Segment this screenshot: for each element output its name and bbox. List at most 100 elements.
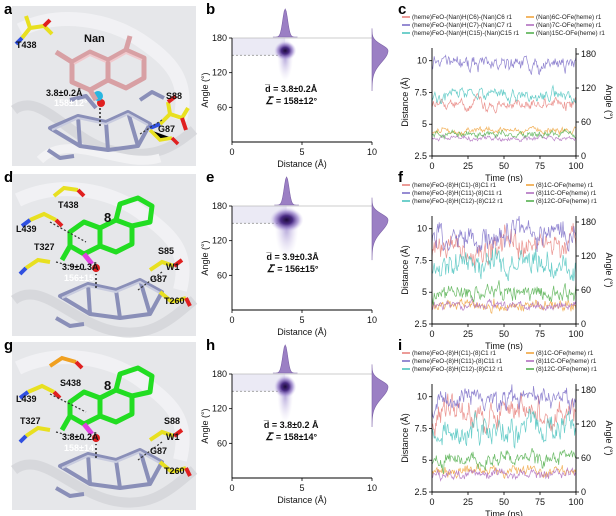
x-tick-label: 0 xyxy=(229,315,234,325)
nan-ligand xyxy=(54,35,147,102)
y2-tick-label: 60 xyxy=(581,117,591,127)
residue-label-t438: T438 xyxy=(16,40,37,50)
y-tick-label: 120 xyxy=(212,236,227,246)
y-axis-label: Angle (°) xyxy=(200,72,210,107)
residue-label-l439-d: L439 xyxy=(16,224,37,234)
x-tick-label: 50 xyxy=(499,329,509,339)
y2-tick-label: 0 xyxy=(581,151,586,161)
distance-annotation-g: 3.8±0.2Å xyxy=(62,432,99,442)
residue-label-w1-d: W1 xyxy=(166,262,180,272)
panel-letter-e: e xyxy=(206,169,214,186)
y-tick-label: 5 xyxy=(422,119,427,129)
residue-label-w1-g: W1 xyxy=(166,432,180,442)
x-tick-label: 5 xyxy=(299,483,304,493)
y2-axis-label: Angle (°) xyxy=(604,252,614,287)
y2-tick-label: 120 xyxy=(581,83,596,93)
x-axis-label: Time (ns) xyxy=(485,341,523,351)
legend-entry: (heme)FeO-(8)H(C12)-(8)C12 r1 xyxy=(412,198,503,205)
y-tick-label: 5 xyxy=(422,455,427,465)
mean-distance-text: d̅ = 3.8±0.2Å xyxy=(265,84,318,94)
ligand-label-nan: Nan xyxy=(84,33,105,45)
y2-tick-label: 120 xyxy=(581,419,596,429)
density-core xyxy=(269,207,304,232)
x-tick-label: 100 xyxy=(568,497,583,507)
x-tick-label: 50 xyxy=(499,161,509,171)
panel-letter-f: f xyxy=(398,169,404,186)
x-axis-label: Distance (Å) xyxy=(277,327,327,337)
y2-tick-label: 120 xyxy=(581,251,596,261)
y-tick-label: 10 xyxy=(417,224,427,234)
panel-letter-d: d xyxy=(4,169,13,186)
series-line xyxy=(431,84,577,105)
marginal-distance-hist xyxy=(274,176,299,206)
timeseries-panel-i: (heme)FeO-(8)H(C1)-(8)C1 r1 (8)1C-OFe(hem… xyxy=(400,350,614,516)
series-line xyxy=(431,463,577,479)
legend-entry: (heme)FeO-(8)H(C1)-(8)C1 r1 xyxy=(412,350,496,357)
x-tick-label: 50 xyxy=(499,497,509,507)
density-core xyxy=(274,41,297,61)
series-line xyxy=(431,448,577,474)
x-tick-label: 25 xyxy=(463,497,473,507)
y-tick-label: 7.5 xyxy=(414,87,427,97)
residue-label-g87-g: G87 xyxy=(150,446,167,456)
y-tick-label: 60 xyxy=(217,438,227,448)
timeseries-panel-f: (heme)FeO-(8)H(C1)-(8)C1 r1 (8)1C-OFe(hem… xyxy=(400,182,614,351)
x-tick-label: 0 xyxy=(429,161,434,171)
marginal-angle-hist xyxy=(371,28,389,92)
x-tick-label: 75 xyxy=(535,329,545,339)
y2-tick-label: 60 xyxy=(581,285,591,295)
x-tick-label: 0 xyxy=(229,147,234,157)
y-tick-label: 60 xyxy=(217,270,227,280)
marginal-angle-hist xyxy=(371,197,389,261)
angle-annotation: 158±12° xyxy=(54,98,88,108)
residue-label-t327-g: T327 xyxy=(20,416,41,426)
density-panel-h: 0 5 10 60 120 180 Distance (Å) Angle (°) d̅ = 3.… xyxy=(200,344,389,505)
y-axis-label: Distance (Å) xyxy=(400,245,410,295)
panel-letter-b: b xyxy=(206,1,215,18)
legend-entry: (8)11C-OFe(heme) r1 xyxy=(536,190,597,197)
mean-angle-text: ∠̅ = 158±14° xyxy=(265,432,317,442)
y2-tick-label: 180 xyxy=(581,385,596,395)
legend-entry: (8)1C-OFe(heme) r1 xyxy=(536,350,594,357)
y2-tick-label: 0 xyxy=(581,487,586,497)
legend-entry: (8)12C-OFe(heme) r1 xyxy=(536,198,597,205)
legend-entry: (heme)FeO-(8)H(C11)-(8)C11 r1 xyxy=(412,358,503,365)
x-tick-label: 5 xyxy=(299,315,304,325)
y-axis-label: Angle (°) xyxy=(200,240,210,275)
x-tick-label: 5 xyxy=(299,147,304,157)
y-tick-label: 2.5 xyxy=(414,151,427,161)
angle-annotation-g: 158±14° xyxy=(64,443,98,453)
panel-letter-i: i xyxy=(398,337,402,354)
panel-letter-c: c xyxy=(398,1,406,18)
series-line xyxy=(431,280,577,306)
residue-t438-sticks xyxy=(20,15,54,40)
y-axis-label: Distance (Å) xyxy=(400,77,410,127)
mean-angle-text: ∠̅ = 158±12° xyxy=(265,96,317,106)
angle-annotation-d: 156±15° xyxy=(64,273,98,283)
distance-annotation-d: 3.9±0.3Å xyxy=(62,262,99,272)
timeseries-panel-c: (heme)FeO-(Nan)H(C6)-(Nan)C6 r1 (Nan)6C-O… xyxy=(400,14,614,183)
marginal-distance-hist xyxy=(273,344,298,374)
y-tick-label: 180 xyxy=(212,33,227,43)
y-tick-label: 120 xyxy=(212,68,227,78)
x-tick-label: 10 xyxy=(367,147,377,157)
legend-entry: (heme)FeO-(8)H(C11)-(8)C11 r1 xyxy=(412,190,503,197)
oxygen-atom xyxy=(97,99,105,107)
ligand-label-8-g: 8 xyxy=(104,378,111,393)
x-tick-label: 100 xyxy=(568,161,583,171)
marginal-angle-hist xyxy=(371,364,389,428)
y-tick-label: 5 xyxy=(422,287,427,297)
series-line xyxy=(431,134,577,143)
x-axis-label: Distance (Å) xyxy=(277,495,327,505)
residue-label-g87-d: G87 xyxy=(150,274,167,284)
molecule-panel-d: T438 L439 T327 8 S85 G87 W1 T260 3.9±0.3… xyxy=(10,174,198,338)
residue-g87-sticks xyxy=(148,128,173,142)
density-panel-e: 0 5 10 60 120 180 Distance (Å) Angle (°) d̅ = 3.… xyxy=(200,176,389,337)
series-line xyxy=(431,384,577,419)
y-tick-label: 120 xyxy=(212,404,227,414)
x-tick-label: 25 xyxy=(463,329,473,339)
x-axis-label: Time (ns) xyxy=(485,173,523,183)
series-line xyxy=(431,93,577,114)
series-line xyxy=(431,392,577,439)
density-panel-b: 0 5 10 60 120 180 Distance (Å) Angle (°) d̅ = 3.… xyxy=(200,8,389,169)
